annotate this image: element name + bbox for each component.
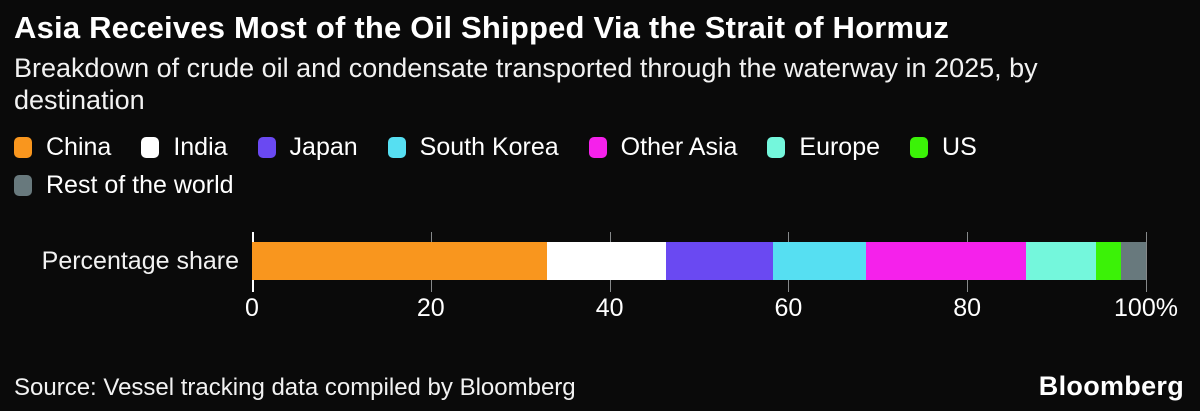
axis-tick-label: 0 bbox=[245, 293, 259, 322]
japan-swatch-icon bbox=[257, 136, 276, 158]
x-axis: 0 20 40 60 80 100% bbox=[245, 293, 1178, 326]
bar-segment-india bbox=[547, 241, 666, 280]
legend-item-other-asia: Other Asia bbox=[588, 132, 738, 162]
rest-of-the-world-swatch-icon bbox=[14, 174, 32, 196]
legend-item-europe: Europe bbox=[767, 133, 880, 162]
legend-label: India bbox=[173, 132, 228, 161]
legend-item-japan: Japan bbox=[257, 132, 358, 162]
bar-segment-us bbox=[1095, 241, 1121, 280]
bar-segment-rest-of-the-world bbox=[1120, 241, 1146, 280]
bar-row-label: Percentage share bbox=[41, 247, 239, 276]
chart-area: Percentage share 0 20 40 60 80 100% bbox=[14, 231, 1186, 326]
legend-label: Europe bbox=[799, 132, 881, 161]
legend-label: US bbox=[942, 132, 977, 161]
legend-label: South Korea bbox=[419, 132, 559, 161]
legend-item-china: China bbox=[14, 133, 111, 162]
chart-title: Asia Receives Most of the Oil Shipped Vi… bbox=[14, 10, 950, 45]
bar-segment-south-korea bbox=[773, 241, 867, 280]
chart-row: Percentage share bbox=[14, 231, 1186, 292]
legend-label: China bbox=[46, 132, 112, 161]
legend: China India Japan South Korea Other Asia Euro… bbox=[14, 133, 1014, 200]
china-swatch-icon bbox=[14, 136, 32, 158]
axis-tick-label: 100% bbox=[1114, 293, 1178, 322]
axis-tick-label: 20 bbox=[416, 293, 445, 322]
bar-segment-japan bbox=[665, 241, 774, 280]
bloomberg-logo: Bloomberg bbox=[1038, 371, 1184, 401]
source-note: Source: Vessel tracking data compiled by… bbox=[14, 374, 576, 401]
stacked-bar bbox=[252, 241, 1146, 280]
plot bbox=[252, 231, 1147, 292]
bar-segment-china bbox=[252, 241, 548, 280]
legend-item-us: US bbox=[910, 133, 977, 162]
south-korea-swatch-icon bbox=[387, 136, 406, 158]
footer: Source: Vessel tracking data compiled by… bbox=[14, 371, 1184, 402]
other-asia-swatch-icon bbox=[588, 136, 607, 158]
legend-item-india: India bbox=[141, 132, 228, 162]
axis-tick-label: 40 bbox=[595, 293, 624, 322]
us-swatch-icon bbox=[910, 136, 929, 158]
europe-swatch-icon bbox=[767, 136, 786, 158]
bar-segment-europe bbox=[1026, 241, 1096, 280]
bar-segment-other-asia bbox=[866, 241, 1027, 280]
axis-tick-label: 80 bbox=[953, 293, 982, 322]
chart-subtitle: Breakdown of crude oil and condensate tr… bbox=[14, 53, 1038, 115]
legend-label: Rest of the world bbox=[46, 170, 234, 199]
legend-item-rest-of-the-world: Rest of the world bbox=[14, 171, 234, 200]
india-swatch-icon bbox=[141, 136, 160, 158]
legend-label: Japan bbox=[289, 132, 358, 161]
legend-item-south-korea: South Korea bbox=[387, 132, 559, 162]
axis-tick-line bbox=[1146, 231, 1147, 292]
axis-tick-label: 60 bbox=[774, 293, 803, 322]
legend-label: Other Asia bbox=[620, 132, 738, 161]
